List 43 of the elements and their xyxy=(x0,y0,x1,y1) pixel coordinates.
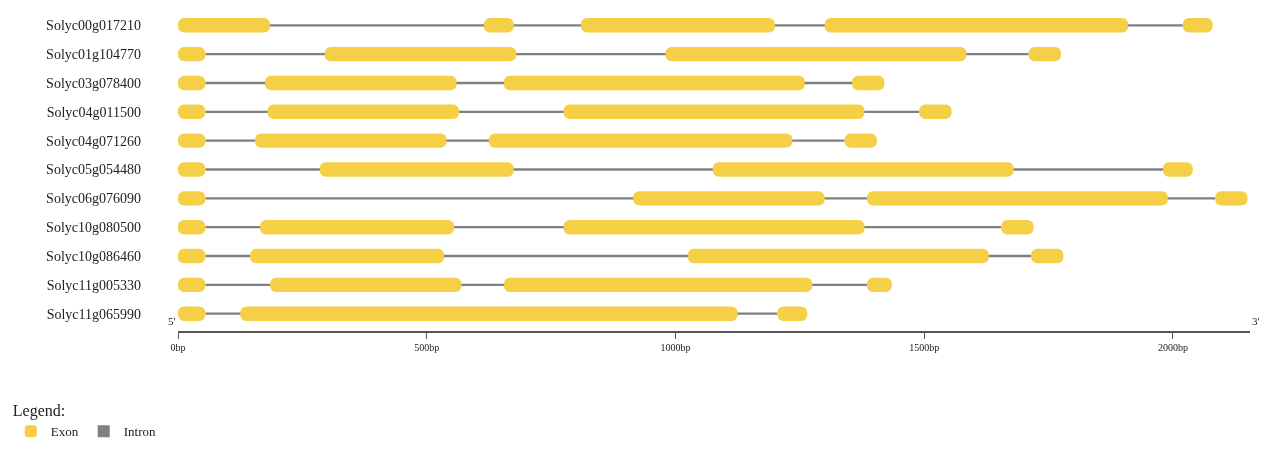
x-tick-label: 1000bp xyxy=(660,342,691,353)
bar xyxy=(665,46,967,62)
x-tick-label: 2000bp xyxy=(1157,342,1188,353)
y-tick-label: Solyc01g104770 xyxy=(46,47,141,63)
x-tick-label: 0bp xyxy=(170,342,186,353)
y-tick-label: Solyc10g086460 xyxy=(46,248,141,264)
bar xyxy=(270,277,462,293)
legend-label: Exon xyxy=(50,424,79,440)
bar xyxy=(265,75,457,91)
y-tick-label: Solyc05g054480 xyxy=(46,162,141,178)
bar xyxy=(633,191,825,206)
legend-title: Legend: xyxy=(12,402,66,421)
bar xyxy=(319,162,514,177)
x-tick-label: 500bp xyxy=(414,342,440,353)
bar xyxy=(866,191,1168,206)
y-tick-label: Solyc11g065990 xyxy=(46,306,141,322)
bar xyxy=(260,219,455,235)
y-tick-label: Solyc03g078400 xyxy=(46,75,141,91)
bar xyxy=(563,104,865,120)
y-tick-label: Solyc04g011500 xyxy=(46,104,141,120)
bar xyxy=(240,306,738,321)
y-tick-label: Solyc06g076090 xyxy=(46,191,141,207)
y-tick-label: Solyc00g017210 xyxy=(46,18,141,34)
y-tick-label: Solyc11g005330 xyxy=(46,277,141,293)
bar xyxy=(503,75,805,91)
bar xyxy=(580,18,775,33)
bar xyxy=(687,248,989,264)
text: 5' xyxy=(168,315,176,327)
y-tick-label: Solyc10g080500 xyxy=(46,220,141,236)
bar xyxy=(503,277,813,293)
legend-label: Intron xyxy=(123,424,156,440)
bar xyxy=(712,162,1014,177)
bar xyxy=(563,219,865,235)
bar xyxy=(324,46,517,62)
bar xyxy=(178,18,271,33)
bar xyxy=(488,133,793,148)
x-tick-label: 1500bp xyxy=(909,342,940,353)
bar xyxy=(267,104,460,120)
text: 3' xyxy=(1252,315,1260,327)
y-tick-label: Solyc04g071260 xyxy=(46,133,141,149)
bar xyxy=(824,18,1129,33)
bar xyxy=(250,248,445,264)
bar xyxy=(255,133,447,148)
